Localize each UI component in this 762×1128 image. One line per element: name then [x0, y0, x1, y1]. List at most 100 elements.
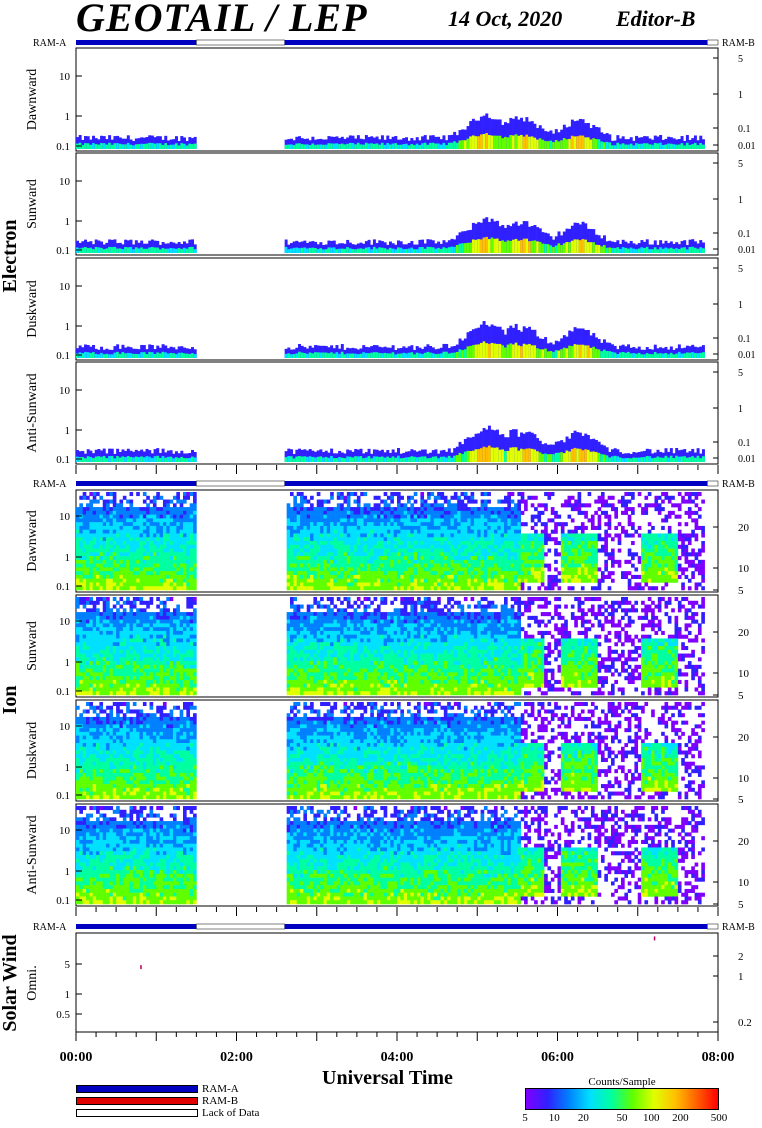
ion-cell: [637, 525, 642, 530]
ion-cell: [574, 567, 578, 572]
ion-cell: [657, 507, 662, 512]
ion-cell: [570, 533, 575, 538]
ion-cell: [296, 525, 301, 530]
electron-panel-label-0: Dawnward: [25, 69, 40, 130]
electron-cell: [372, 239, 376, 253]
ion-cell: [590, 544, 595, 549]
electron-cell: [372, 449, 376, 462]
ion-cell: [346, 495, 351, 500]
ion-cell: [323, 510, 328, 515]
ion-cell: [554, 559, 558, 564]
electron-cell: [552, 344, 556, 358]
ion-cell: [567, 559, 572, 564]
electron-cell: [565, 436, 569, 462]
ion-cell: [420, 492, 425, 497]
ion-cell: [554, 578, 558, 583]
electron-cell: [570, 448, 574, 462]
ion-cell: [149, 556, 154, 561]
electron-cell: [520, 448, 524, 462]
ion-cell: [346, 552, 351, 557]
ion-cell: [450, 582, 455, 587]
ion-cell: [450, 503, 455, 508]
electron-cell: [335, 143, 339, 149]
electron-cell: [292, 349, 296, 358]
ion-cell: [567, 495, 572, 500]
ion-cell: [386, 503, 391, 508]
electron-cell: [667, 349, 671, 358]
ion-cell: [674, 559, 679, 564]
ion-cell: [393, 514, 398, 519]
electron-cell: [504, 334, 507, 358]
ion-cell: [363, 559, 368, 564]
ion-cell: [514, 537, 518, 542]
electron-cell: [509, 343, 513, 358]
ion-cell: [413, 522, 418, 527]
electron-cell: [619, 452, 622, 462]
electron-cell: [429, 452, 433, 462]
ion-cell: [514, 514, 518, 519]
ion-cell: [109, 499, 114, 504]
ion-cell: [590, 586, 595, 591]
electron-cell: [699, 352, 703, 358]
ion-cell: [590, 574, 595, 579]
ion-cell: [534, 559, 538, 564]
ion-cell: [537, 518, 542, 523]
ion-cell: [386, 518, 391, 523]
ion-cell: [156, 541, 160, 546]
electron-cell: [506, 240, 510, 253]
ion-cell: [152, 525, 157, 530]
electron-cell: [506, 344, 510, 358]
ion-cell: [410, 518, 415, 523]
ion-cell: [350, 533, 354, 538]
ion-cell: [560, 563, 565, 568]
ion-cell: [109, 571, 114, 576]
ion-cell: [356, 510, 361, 515]
ion-cell: [156, 518, 160, 523]
electron-cell: [637, 452, 641, 462]
electron-cell: [314, 451, 318, 462]
ion-cell: [480, 510, 485, 515]
electron-cell: [661, 140, 665, 149]
ion-cell: [580, 544, 585, 549]
electron-cell: [683, 140, 687, 149]
ion-cell: [189, 492, 194, 497]
ion-cell: [333, 582, 338, 587]
electron-cell: [632, 452, 636, 462]
ion-cell: [189, 567, 194, 572]
ion-cell: [644, 537, 649, 542]
electron-cell: [661, 452, 665, 462]
electron-cell: [298, 248, 301, 253]
ion-cell: [413, 507, 418, 512]
electron-cell: [290, 456, 293, 462]
electron-cell: [308, 241, 312, 253]
ion-cell: [320, 556, 324, 561]
electron-cell: [319, 242, 323, 253]
ion-cell: [89, 522, 94, 527]
ion-cell: [86, 582, 90, 587]
ion-cell: [671, 578, 675, 583]
electron-cell: [461, 243, 465, 253]
electron-cell: [688, 139, 692, 149]
ion-cell: [139, 544, 144, 549]
electron-cell: [455, 455, 459, 462]
ion-cell: [340, 529, 344, 534]
electron-cell: [413, 249, 417, 253]
ion-cell: [600, 548, 605, 553]
ion-cell: [169, 518, 174, 523]
ion-cell: [189, 537, 194, 542]
electron-cell: [97, 240, 101, 253]
ion-cell: [320, 544, 324, 549]
ion-cell: [463, 537, 468, 542]
electron-cell: [348, 142, 352, 149]
electron-cell: [504, 227, 507, 253]
ion-cell: [176, 574, 180, 579]
electron-cell: [466, 230, 470, 253]
ion-cell: [457, 586, 461, 591]
ion-cell: [390, 567, 394, 572]
electron-cell: [78, 345, 82, 358]
ion-cell: [473, 514, 478, 519]
electron-cell: [466, 437, 470, 462]
electron-cell: [701, 345, 705, 358]
ion-cell: [102, 533, 107, 538]
ion-cell: [76, 582, 80, 587]
